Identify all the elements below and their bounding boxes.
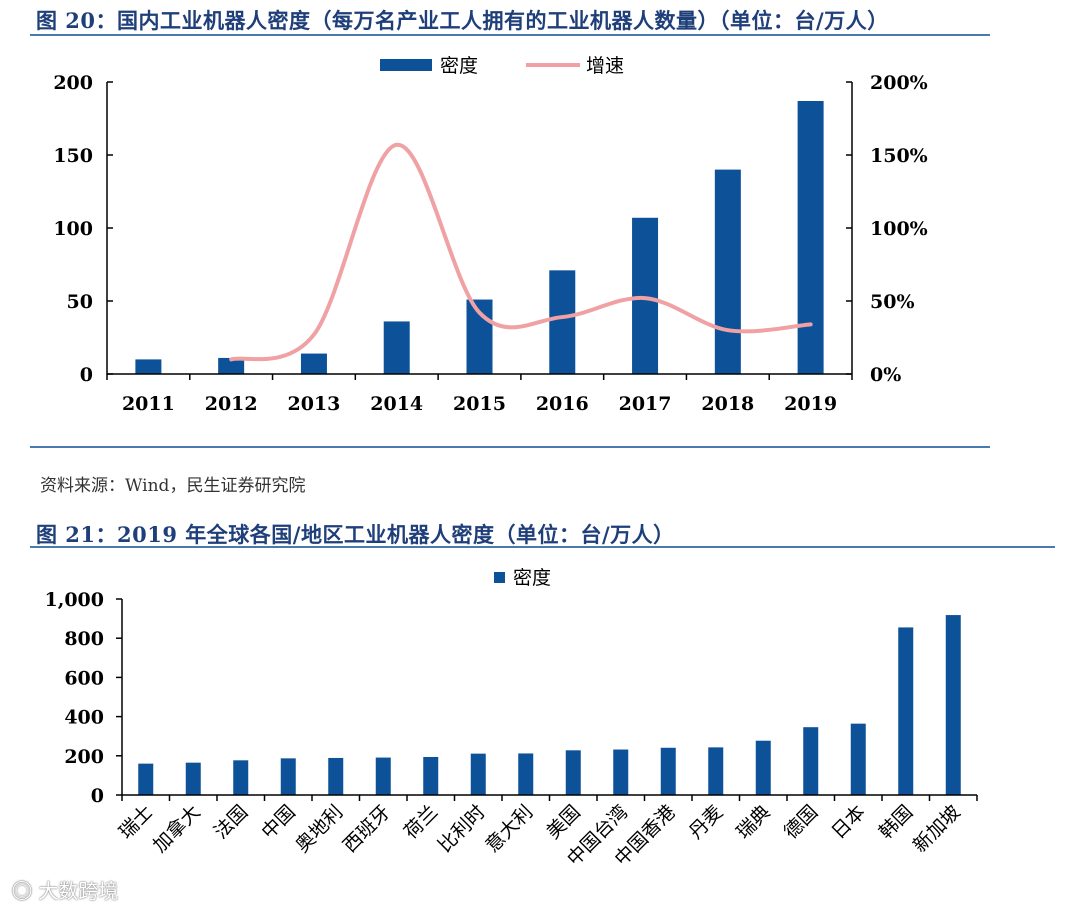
- bar-density-比利时: [470, 753, 486, 795]
- x-tick-label-德国: 德国: [780, 801, 822, 843]
- y-tick-right-label: 150%: [870, 145, 928, 167]
- bar-density-荷兰: [423, 756, 439, 795]
- figure2-title: 图 21：2019 年全球各国/地区工业机器人密度（单位：台/万人）: [36, 522, 675, 547]
- watermark-logo: ◎⃝ 大数跨境: [12, 879, 119, 903]
- legend-label-growth: 增速: [586, 55, 624, 77]
- figure1-title: 图 20：国内工业机器人密度（每万名产业工人拥有的工业机器人数量）（单位：台/万…: [36, 8, 889, 33]
- x-tick-label-加拿大: 加拿大: [148, 800, 205, 857]
- y-tick-left-label: 100: [53, 218, 93, 240]
- x-tick-label-奥地利: 奥地利: [291, 801, 347, 857]
- bar-density-中国: [280, 758, 296, 795]
- bar-density-加拿大: [185, 762, 201, 795]
- y-tick-label: 200: [64, 746, 104, 768]
- bar-density-德国: [803, 727, 819, 795]
- bar-density-瑞士: [138, 763, 154, 795]
- x-tick-label-中国: 中国: [257, 801, 299, 843]
- source-note: 资料来源：Wind，民生证券研究院: [40, 476, 306, 496]
- x-tick-label-2018: 2018: [701, 393, 754, 415]
- bar-density-日本: [850, 723, 866, 795]
- y-tick-label: 1,000: [45, 589, 105, 611]
- x-tick-label-西班牙: 西班牙: [339, 801, 395, 857]
- x-tick-label-新加坡: 新加坡: [909, 801, 965, 857]
- bar-density-西班牙: [375, 757, 391, 795]
- legend-swatch-density: [494, 572, 505, 583]
- y-tick-label: 600: [64, 667, 104, 689]
- y-tick-right-label: 100%: [870, 218, 928, 240]
- legend-swatch-density: [380, 59, 432, 71]
- y-tick-left-label: 0: [80, 364, 93, 386]
- x-tick-label-丹麦: 丹麦: [685, 801, 727, 843]
- bar-density-2016: [549, 270, 576, 374]
- y-tick-left-label: 50: [67, 291, 93, 313]
- y-tick-right-label: 200%: [870, 72, 928, 94]
- y-tick-label: 400: [64, 707, 104, 729]
- bar-density-2012: [218, 357, 245, 374]
- bar-density-2013: [300, 353, 327, 374]
- watermark-icon: ◎⃝: [12, 879, 39, 903]
- legend-label-density: 密度: [513, 567, 551, 589]
- bar-density-中国香港: [660, 747, 676, 795]
- figure1-title-rule: [30, 34, 990, 36]
- bar-density-法国: [233, 760, 249, 795]
- x-tick-label-意大利: 意大利: [481, 801, 537, 857]
- x-tick-label-2014: 2014: [370, 393, 423, 415]
- x-tick-label-2015: 2015: [453, 393, 506, 415]
- x-tick-label-2011: 2011: [122, 393, 175, 415]
- bar-density-2018: [714, 169, 741, 374]
- figure1-bottom-rule: [30, 446, 990, 448]
- x-tick-label-2019: 2019: [784, 393, 837, 415]
- bar-density-韩国: [898, 627, 914, 795]
- x-tick-label-2017: 2017: [619, 393, 672, 415]
- y-tick-right-label: 50%: [870, 291, 915, 313]
- x-tick-label-法国: 法国: [210, 801, 252, 843]
- bar-density-2019: [797, 100, 824, 374]
- x-tick-label-韩国: 韩国: [875, 801, 917, 843]
- line-growth: [229, 142, 813, 362]
- bar-density-2011: [135, 359, 162, 374]
- y-tick-label: 0: [91, 785, 104, 807]
- bar-density-2014: [383, 321, 410, 374]
- x-tick-label-比利时: 比利时: [434, 801, 490, 857]
- bar-density-美国: [565, 750, 581, 795]
- bar-density-中国台湾: [613, 749, 629, 795]
- y-tick-left-label: 200: [53, 72, 93, 94]
- bar-density-奥地利: [328, 757, 344, 795]
- bar-density-新加坡: [945, 615, 961, 795]
- bar-density-2017: [632, 217, 659, 374]
- bar-density-瑞典: [755, 740, 771, 795]
- legend-label-density: 密度: [440, 55, 478, 77]
- x-tick-label-日本: 日本: [827, 801, 869, 843]
- x-tick-label-2013: 2013: [287, 393, 340, 415]
- bar-density-丹麦: [708, 747, 724, 795]
- chart-robot-density-china: 0 50 100 150 200 0% 50% 100% 150% 200% 2011 2012 201…: [53, 55, 928, 415]
- x-tick-label-2016: 2016: [536, 393, 589, 415]
- x-tick-label-瑞典: 瑞典: [732, 801, 774, 843]
- x-tick-label-瑞士: 瑞士: [115, 801, 157, 843]
- x-tick-label-美国: 美国: [542, 801, 584, 843]
- y-tick-label: 800: [64, 628, 104, 650]
- figure2-title-rule: [30, 546, 1055, 548]
- y-tick-right-label: 0%: [870, 364, 901, 386]
- y-tick-left-label: 150: [53, 145, 93, 167]
- bar-density-意大利: [518, 753, 534, 795]
- x-tick-label-2012: 2012: [205, 393, 258, 415]
- x-tick-label-荷兰: 荷兰: [400, 801, 442, 843]
